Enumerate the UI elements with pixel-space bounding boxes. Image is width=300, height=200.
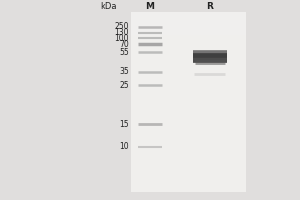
Text: 35: 35 (119, 67, 129, 76)
FancyBboxPatch shape (130, 12, 246, 35)
FancyBboxPatch shape (130, 12, 246, 192)
FancyBboxPatch shape (130, 35, 246, 57)
Text: M: M (146, 2, 154, 11)
Text: 25: 25 (119, 81, 129, 90)
Text: 10: 10 (119, 142, 129, 151)
Text: 15: 15 (119, 120, 129, 129)
Text: R: R (206, 2, 213, 11)
Text: 100: 100 (115, 34, 129, 43)
Text: 250: 250 (115, 22, 129, 31)
Text: kDa: kDa (100, 2, 116, 11)
Text: 55: 55 (119, 48, 129, 57)
Text: 130: 130 (115, 28, 129, 37)
Text: 70: 70 (119, 40, 129, 49)
